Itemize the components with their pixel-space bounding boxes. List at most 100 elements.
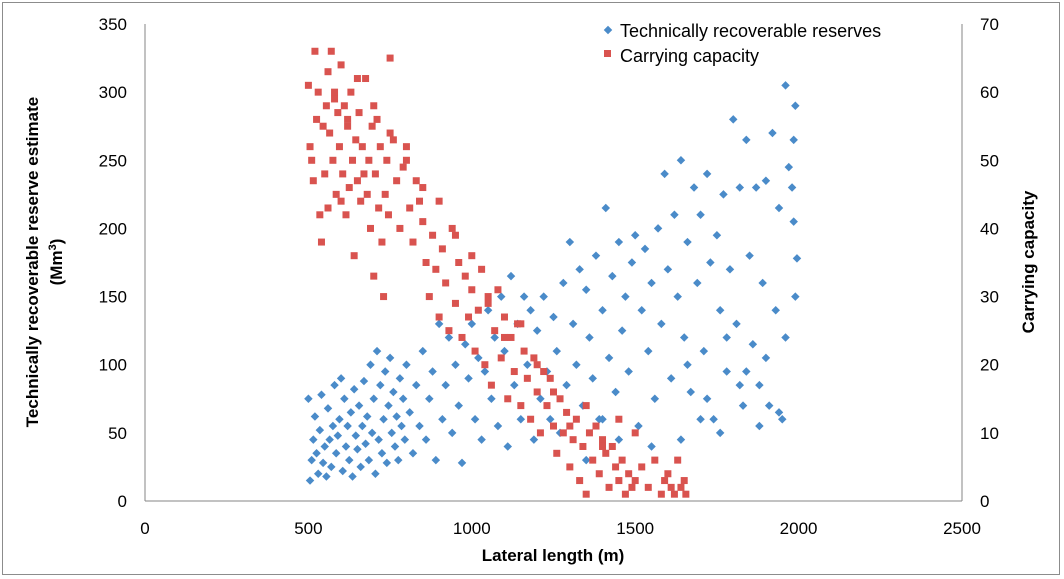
point-reserves xyxy=(657,319,666,329)
point-carrying-capacity xyxy=(355,109,363,117)
point-carrying-capacity xyxy=(484,293,492,301)
point-reserves xyxy=(367,428,377,438)
point-carrying-capacity xyxy=(416,197,424,205)
point-reserves xyxy=(598,414,607,424)
point-reserves xyxy=(480,367,490,376)
point-reserves xyxy=(591,251,601,260)
point-reserves xyxy=(742,367,751,376)
point-carrying-capacity xyxy=(664,470,672,478)
point-carrying-capacity xyxy=(344,122,352,130)
y-tick-label: 0 xyxy=(118,492,127,511)
point-carrying-capacity xyxy=(651,456,659,464)
point-carrying-capacity xyxy=(625,470,633,478)
point-reserves xyxy=(699,346,709,356)
y-tick-label: 200 xyxy=(99,219,127,238)
point-reserves xyxy=(366,360,375,369)
point-reserves xyxy=(653,224,663,233)
point-carrying-capacity xyxy=(429,231,437,239)
point-reserves xyxy=(341,442,351,451)
point-reserves xyxy=(640,244,650,254)
point-reserves xyxy=(500,346,509,356)
point-carrying-capacity xyxy=(546,374,554,382)
x-tick-label: 0 xyxy=(140,519,149,538)
point-carrying-capacity xyxy=(332,190,340,198)
point-carrying-capacity xyxy=(612,463,620,471)
x-tick-label: 2000 xyxy=(780,519,818,538)
point-reserves xyxy=(647,278,656,288)
point-carrying-capacity xyxy=(667,483,675,491)
y2-tick-label: 50 xyxy=(980,151,999,170)
point-carrying-capacity xyxy=(550,422,557,430)
point-reserves xyxy=(380,367,390,376)
point-carrying-capacity xyxy=(478,265,486,273)
point-carrying-capacity xyxy=(349,156,357,164)
point-carrying-capacity xyxy=(425,293,433,301)
point-carrying-capacity xyxy=(335,143,343,151)
point-reserves xyxy=(371,469,380,478)
point-reserves xyxy=(604,353,614,363)
point-reserves xyxy=(434,319,444,329)
point-carrying-capacity xyxy=(599,442,607,450)
x-tick-label: 1000 xyxy=(453,519,491,538)
point-reserves xyxy=(304,394,313,404)
point-carrying-capacity xyxy=(618,456,626,464)
point-carrying-capacity xyxy=(530,354,538,362)
y2-tick-label: 30 xyxy=(980,288,999,307)
point-reserves xyxy=(792,254,802,263)
point-carrying-capacity xyxy=(670,490,678,498)
y-axis-right-ticks: 0 10 20 30 40 50 60 70 xyxy=(980,15,999,511)
point-reserves xyxy=(490,333,499,342)
point-carrying-capacity xyxy=(533,388,541,396)
point-carrying-capacity xyxy=(376,143,384,151)
point-reserves xyxy=(461,340,470,349)
point-reserves xyxy=(451,360,460,369)
point-reserves xyxy=(787,183,797,192)
point-carrying-capacity xyxy=(517,402,525,410)
y-tick-label: 250 xyxy=(99,151,127,170)
point-carrying-capacity xyxy=(572,415,580,423)
point-carrying-capacity xyxy=(608,442,616,450)
point-carrying-capacity xyxy=(306,143,314,151)
point-reserves xyxy=(575,265,584,274)
point-carrying-capacity xyxy=(353,75,361,83)
point-reserves xyxy=(709,414,718,424)
point-reserves xyxy=(637,305,646,315)
point-reserves xyxy=(441,380,450,390)
point-reserves xyxy=(601,203,611,213)
x-tick-label: 1500 xyxy=(616,519,654,538)
point-reserves xyxy=(345,455,354,465)
point-reserves xyxy=(351,431,361,440)
point-reserves xyxy=(778,414,787,424)
y-tick-label: 350 xyxy=(99,15,127,34)
point-carrying-capacity xyxy=(661,477,669,485)
point-carrying-capacity xyxy=(445,327,453,335)
y-axis-left-ticks: 0 50 100 150 200 250 300 350 xyxy=(99,15,127,511)
point-carrying-capacity xyxy=(481,361,489,369)
legend-item-reserves: Technically recoverable reserves xyxy=(603,21,881,41)
point-carrying-capacity xyxy=(566,422,574,430)
point-reserves xyxy=(317,390,326,399)
point-carrying-capacity xyxy=(504,395,512,403)
point-reserves xyxy=(624,367,633,376)
point-carrying-capacity xyxy=(438,245,446,253)
point-reserves xyxy=(313,469,323,478)
point-carrying-capacity xyxy=(380,293,388,301)
point-carrying-capacity xyxy=(615,415,623,423)
point-reserves xyxy=(400,435,410,444)
point-reserves xyxy=(340,394,349,404)
point-reserves xyxy=(581,285,591,294)
point-reserves xyxy=(689,183,699,192)
y2-tick-label: 40 xyxy=(980,219,999,238)
point-carrying-capacity xyxy=(381,190,389,198)
point-carrying-capacity xyxy=(370,272,378,280)
point-reserves xyxy=(470,414,480,424)
point-reserves xyxy=(617,326,627,335)
point-carrying-capacity xyxy=(615,477,623,485)
point-reserves xyxy=(394,455,403,465)
point-carrying-capacity xyxy=(497,354,505,362)
point-reserves xyxy=(673,292,682,301)
point-reserves xyxy=(348,472,357,481)
point-reserves xyxy=(374,435,383,444)
point-reserves xyxy=(650,394,660,404)
point-reserves xyxy=(647,442,656,451)
